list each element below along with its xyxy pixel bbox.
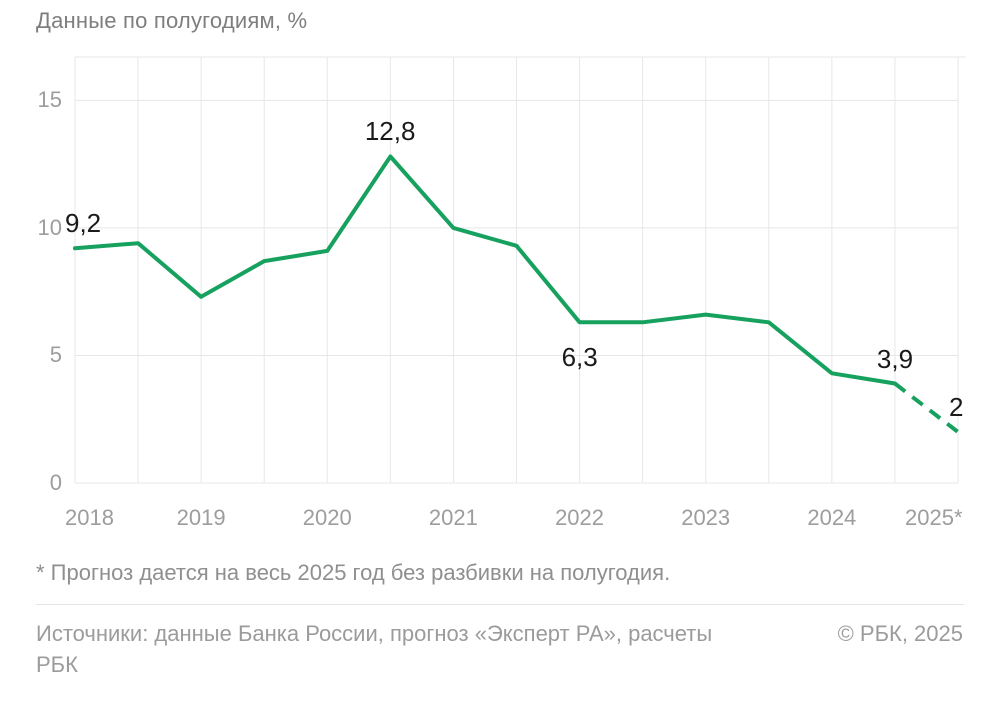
x-tick-label: 2020 [302, 505, 352, 530]
y-tick-label: 15 [37, 87, 62, 113]
x-tick-label: 2021 [428, 505, 478, 530]
data-label: 2 [949, 391, 964, 422]
sources: Источники: данные Банка России, прогноз … [36, 621, 713, 677]
y-tick-label: 10 [37, 214, 62, 240]
x-tick-label: 2025* [905, 505, 963, 530]
x-tick-label: 2019 [176, 505, 226, 530]
footnote: * Прогноз дается на весь 2025 год без ра… [36, 560, 671, 585]
data-label: 9,2 [65, 208, 102, 239]
y-tick-label: 0 [49, 470, 62, 495]
data-label: 3,9 [876, 343, 914, 374]
copyright: © РБК, 2025 [837, 621, 963, 646]
x-tick-label: 2018 [65, 505, 114, 530]
data-label: 12,8 [364, 116, 416, 147]
divider [36, 604, 964, 605]
data-label: 6,3 [561, 342, 598, 373]
y-tick-label: 5 [49, 342, 62, 368]
x-tick-label: 2022 [555, 505, 605, 530]
line-chart [73, 56, 966, 484]
x-tick-label: 2023 [681, 505, 731, 530]
x-tick-label: 2024 [807, 505, 857, 530]
series-line-forecast [893, 381, 960, 434]
chart-title: Данные по полугодиям, % [36, 8, 308, 33]
series-line [73, 154, 897, 386]
